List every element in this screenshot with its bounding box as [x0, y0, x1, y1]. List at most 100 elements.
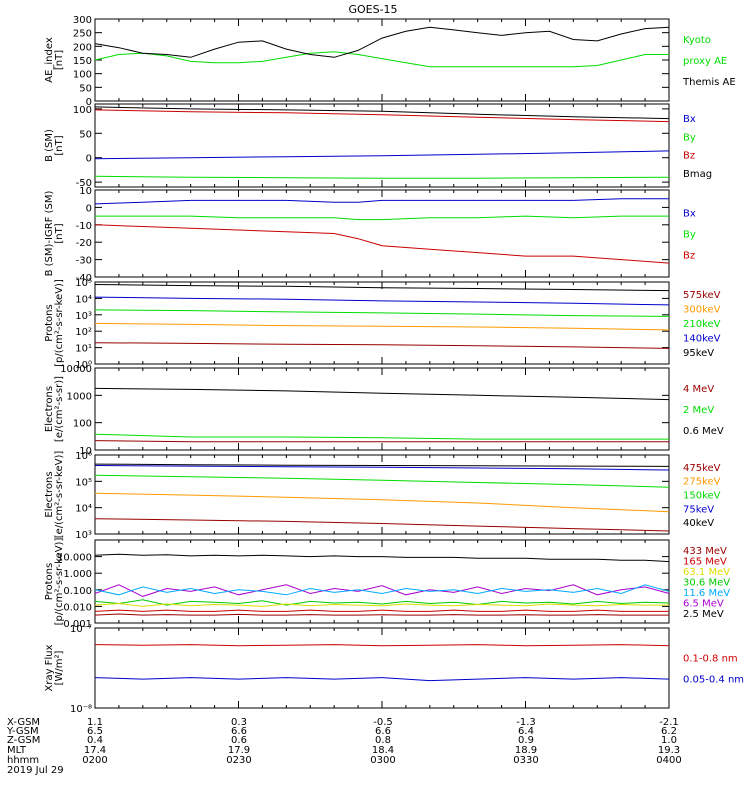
footer-xgsm-value: -2.1: [659, 717, 679, 728]
legend-entry: Bz: [683, 151, 695, 162]
legend-entry: 30.6 MeV: [683, 578, 730, 589]
footer-ygsm-value: 6.6: [231, 726, 247, 737]
footer-ygsm-value: 6.2: [661, 726, 677, 737]
panel-1: 0 50 100 150 200 250 300 AE_index [nT] Kyoto proxy…: [44, 15, 736, 108]
legend-entry: 2 MeV: [683, 405, 714, 416]
series-0-1-0-8-nm: [94, 644, 670, 647]
series-95kev: [94, 284, 670, 292]
y-axis-label: B (SM)-IGRF (SM): [44, 191, 55, 277]
y-tick-label: 10³: [75, 311, 92, 322]
y-tick-label: 100: [73, 419, 92, 430]
y-tick-label: 100: [73, 70, 92, 81]
y-tick-label: 50: [79, 129, 92, 140]
footer-row-label: 2019 Jul 29: [7, 765, 64, 776]
legend-entry: 150keV: [683, 491, 721, 502]
y-tick-label: 10: [79, 446, 92, 457]
series-475kev: [94, 518, 670, 532]
legend-entry: Bx: [683, 209, 696, 220]
panel-frame: [94, 281, 670, 365]
legend-entry: 95keV: [683, 348, 714, 359]
series-165-mev: [94, 609, 669, 612]
y-tick-label: 10.000: [57, 553, 92, 564]
footer-xgsm-value: 0.3: [231, 717, 247, 728]
y-axis-label: AE_index: [44, 37, 55, 83]
series-63-1-mev: [94, 602, 669, 607]
panel-3: -40 -30 -20 -10 0 10 B (SM)-IGRF (SM) [nT] Bx By B…: [44, 186, 696, 284]
y-tick-label: 10⁻⁷: [70, 624, 92, 635]
series-themis-ae: [94, 26, 670, 58]
y-tick-label: -10: [76, 221, 92, 232]
y-tick-label: 0: [86, 203, 92, 214]
legend-entry: 0.1-0.8 nm: [683, 654, 738, 665]
legend-entry: 210keV: [683, 319, 721, 330]
footer-mlt-value: 19.3: [658, 745, 680, 756]
series-275kev: [94, 492, 670, 513]
y-tick-label: 0.100: [63, 586, 92, 597]
legend-entry: 140keV: [683, 333, 721, 344]
y-tick-label: 10³: [75, 530, 92, 541]
series-bx: [94, 198, 669, 205]
legend-entry: proxy AE: [683, 56, 727, 67]
series-11-6-mev: [94, 584, 670, 596]
legend-entry: 63.1 MeV: [683, 567, 730, 578]
y-tick-label: -30: [76, 256, 92, 267]
footer-mlt-value: 17.4: [84, 745, 106, 756]
series-2-mev: [94, 433, 669, 440]
footer-ygsm-value: 6.5: [87, 726, 103, 737]
footer-hhmm-value: 0400: [656, 755, 681, 766]
series-4-mev: [94, 440, 669, 443]
series-140kev: [94, 296, 670, 306]
footer-ygsm-value: 6.6: [375, 726, 391, 737]
footer-hhmm-value: 0330: [513, 755, 538, 766]
legend-entry: 2.5 MeV: [683, 609, 724, 620]
legend-entry: By: [683, 132, 696, 143]
y-tick-label: -20: [76, 238, 92, 249]
y-axis-label: Electrons: [44, 471, 55, 517]
series-30-6-mev: [94, 599, 670, 606]
footer-hhmm-value: 0230: [226, 755, 251, 766]
y-tick-label: 10: [79, 186, 92, 197]
y-tick-label: -50: [76, 178, 92, 189]
y-axis-label: [W/m²]: [54, 650, 65, 685]
plot-title: GOES-15: [348, 3, 397, 16]
y-tick-label: 10000: [60, 364, 92, 375]
series-0-6-mev: [94, 387, 670, 401]
legend-entry: 165 MeV: [683, 557, 727, 568]
legend-entry: Bx: [683, 114, 696, 125]
panel-frame: [94, 627, 670, 709]
y-tick-label: 0: [86, 154, 92, 165]
y-tick-label: 10⁻⁸: [70, 704, 92, 715]
y-tick-label: 10⁵: [75, 477, 92, 488]
y-tick-label: 1.000: [63, 569, 92, 580]
legend-entry: 40keV: [683, 518, 714, 529]
footer-xgsm-value: -1.3: [516, 717, 536, 728]
legend-entry: Bmag: [683, 169, 712, 180]
series-6-5-mev: [94, 584, 670, 597]
y-axis-label: [p/(cm²-s-sr-keV)]: [54, 538, 65, 626]
series-210kev: [94, 309, 670, 317]
y-tick-label: -40: [76, 273, 92, 284]
footer-hhmm-value: 0300: [370, 755, 395, 766]
y-tick-label: 0.001: [63, 619, 92, 630]
footer-xgsm-value: 1.1: [87, 717, 103, 728]
y-axis-label: [nT]: [54, 135, 65, 155]
legend-entry: Kyoto: [683, 35, 711, 46]
footer-row-label: Y-GSM: [6, 726, 39, 737]
y-tick-label: 10⁴: [75, 294, 92, 305]
footer-mlt-value: 18.4: [372, 745, 394, 756]
legend-entry: 0.05-0.4 nm: [683, 675, 744, 686]
series-40kev: [94, 463, 670, 467]
panel-frame: [94, 189, 670, 278]
footer-xgsm-value: -0.5: [373, 717, 393, 728]
series-bx: [94, 150, 670, 160]
y-tick-label: 10⁶: [75, 451, 92, 462]
panel-6: 10³ 10⁴ 10⁵ 10⁶ Electrons [e/(cm²-s-sr-keV)] 4…: [44, 451, 721, 541]
footer-mlt-value: 17.9: [228, 745, 250, 756]
y-axis-label: [e/(cm²-s-sr-keV)]: [54, 451, 65, 539]
legend-entry: 11.6 MeV: [683, 588, 730, 599]
footer-zgsm-value: 1.0: [661, 735, 677, 746]
series-433-mev: [94, 613, 669, 616]
y-tick-label: 0.010: [63, 602, 92, 613]
y-tick-label: 10²: [75, 327, 92, 338]
